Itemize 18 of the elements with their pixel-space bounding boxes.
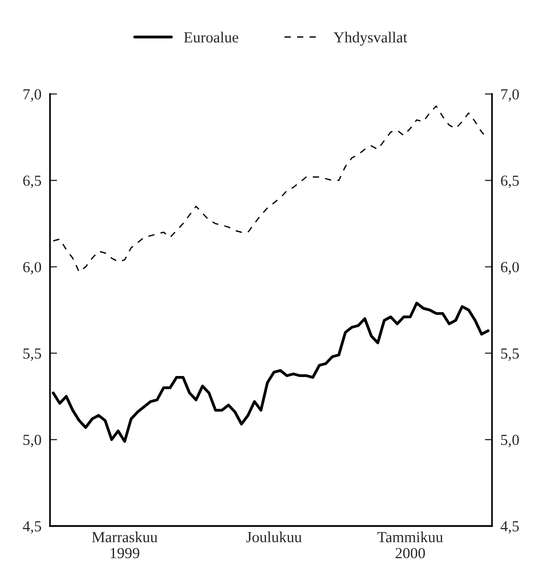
legend-label: Yhdysvallat	[334, 32, 408, 46]
y2-tick-label: 6,0	[500, 262, 519, 274]
y2-tick-label: 5,5	[501, 348, 519, 361]
y-tick-label: 5,0	[23, 434, 42, 448]
x-tick-label: Marraskuu 1999	[92, 532, 158, 558]
y2-tick-label: 7,0	[501, 89, 519, 102]
legend-label: Euroalue	[184, 32, 238, 43]
line-series	[52, 105, 489, 273]
y-tick-label: 5,5	[23, 348, 42, 361]
x-tick-label: Joulukuu	[246, 532, 302, 542]
y2-tick-label: 5,0	[501, 434, 519, 448]
y-tick-label: 4,5	[22, 521, 42, 534]
x-tick-label: Tammikuu 2000	[378, 532, 443, 558]
y-tick-label: 7,0	[24, 89, 42, 102]
y2-tick-label: 6,5	[500, 176, 519, 188]
y2-tick-label: 4,5	[500, 521, 519, 534]
y-tick-label: 6,5	[23, 176, 42, 188]
y-tick-label: 6,0	[23, 262, 42, 274]
